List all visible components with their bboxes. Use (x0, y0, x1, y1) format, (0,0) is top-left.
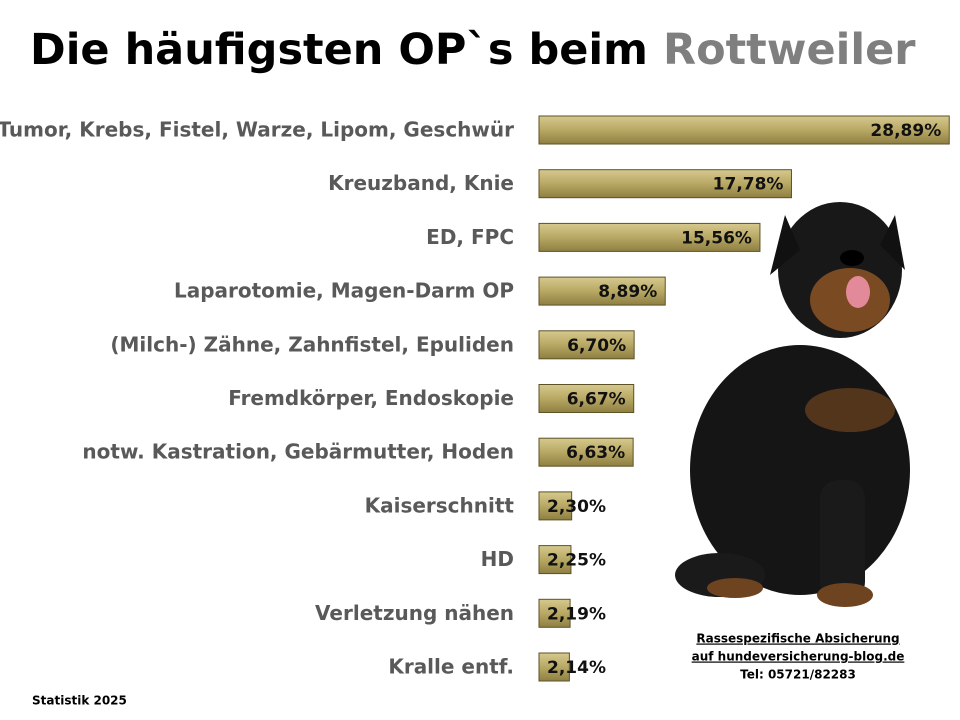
bar (538, 545, 572, 575)
title-highlight: Rottweiler (663, 25, 916, 75)
value-label: 2,30% (547, 497, 606, 517)
footer: Rassespezifische Absicherung auf hundever… (692, 632, 905, 682)
value-label: 8,89% (598, 282, 657, 302)
category-label: Fremdkörper, Endoskopie (228, 386, 514, 410)
category-label: HD (481, 547, 514, 571)
category-label: notw. Kastration, Gebärmutter, Hoden (82, 440, 514, 464)
bar (538, 222, 761, 252)
category-label: Tumor, Krebs, Fistel, Warze, Lipom, Gesc… (0, 118, 514, 142)
bar (538, 598, 571, 628)
chart-title: Die häufigsten OP`s beim Rottweiler (30, 25, 916, 75)
category-label: Verletzung nähen (315, 601, 514, 625)
dog-illustration (675, 202, 910, 607)
bar (538, 276, 666, 306)
value-label: 6,67% (567, 390, 626, 410)
value-label: 2,14% (547, 658, 606, 678)
category-label: ED, FPC (426, 225, 514, 249)
value-label: 6,70% (567, 336, 626, 356)
title-main: Die häufigsten OP`s beim (30, 25, 648, 75)
value-label: 6,63% (566, 443, 625, 463)
value-label: 28,89% (870, 121, 941, 141)
category-label: (Milch-) Zähne, Zahnfistel, Epuliden (110, 332, 514, 356)
footer-line: auf hundeversicherung-blog.de (692, 650, 905, 664)
bar (538, 169, 792, 199)
category-label: Kaiserschnitt (365, 493, 515, 517)
category-label: Laparotomie, Magen-Darm OP (174, 279, 514, 303)
bar (538, 384, 635, 413)
bar (538, 437, 634, 467)
value-label: 2,19% (547, 604, 606, 624)
value-label: 15,56% (681, 228, 752, 248)
bar (538, 330, 635, 360)
value-label: 2,25% (547, 551, 606, 571)
footer-line: Tel: 05721/82283 (740, 668, 856, 682)
bar (538, 115, 950, 145)
bar (538, 491, 573, 521)
category-label: Kralle entf. (388, 655, 514, 679)
source: Statistik 2025 (32, 694, 127, 708)
footer-line: Rassespezifische Absicherung (696, 632, 899, 646)
category-label: Kreuzband, Knie (328, 171, 514, 195)
value-label: 17,78% (713, 175, 784, 195)
bar (538, 652, 570, 682)
